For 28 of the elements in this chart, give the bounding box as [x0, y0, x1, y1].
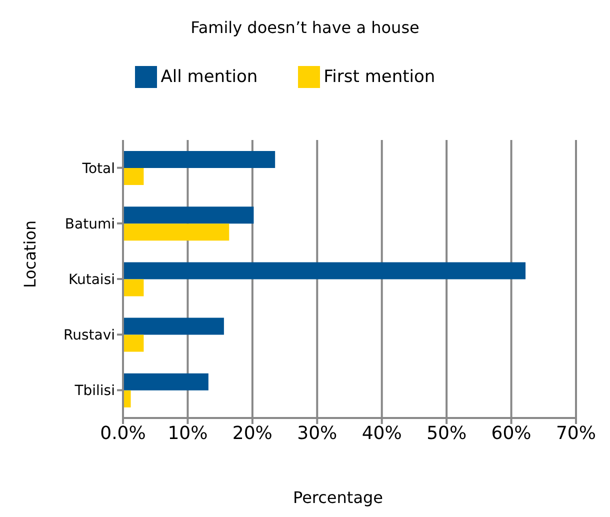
- bar: [123, 334, 144, 352]
- x-tick-label: 10%: [168, 422, 208, 444]
- bar: [123, 168, 144, 185]
- x-axis-title: Percentage: [292, 488, 384, 507]
- bar: [123, 390, 131, 408]
- x-tick-label: 70%: [556, 422, 596, 444]
- bar: [123, 206, 254, 224]
- bar: [123, 224, 230, 241]
- bar: [123, 318, 224, 335]
- legend-label: All mention: [160, 66, 258, 87]
- legend-label: First mention: [324, 66, 436, 87]
- y-tick-label: Total: [81, 160, 115, 177]
- bar: [123, 279, 144, 296]
- y-tick-label: Kutaisi: [68, 272, 115, 288]
- x-tick-label: 60%: [491, 422, 532, 444]
- y-tick-label: Batumi: [64, 216, 115, 232]
- bar: [123, 262, 526, 280]
- y-tick-label: Tbilisi: [74, 383, 115, 400]
- x-tick-label: 30%: [297, 422, 338, 444]
- chart-title: Family doesn’t have a house: [190, 18, 420, 37]
- y-tick-label: Rustavi: [63, 328, 115, 344]
- x-tick-label: 20%: [232, 422, 272, 444]
- y-axis-title: Location: [20, 220, 40, 288]
- bar: [123, 151, 276, 168]
- x-tick-label: 50%: [426, 422, 467, 444]
- bar: [123, 373, 208, 390]
- x-tick-label: 0.0%: [100, 422, 146, 444]
- x-tick-label: 40%: [362, 422, 402, 444]
